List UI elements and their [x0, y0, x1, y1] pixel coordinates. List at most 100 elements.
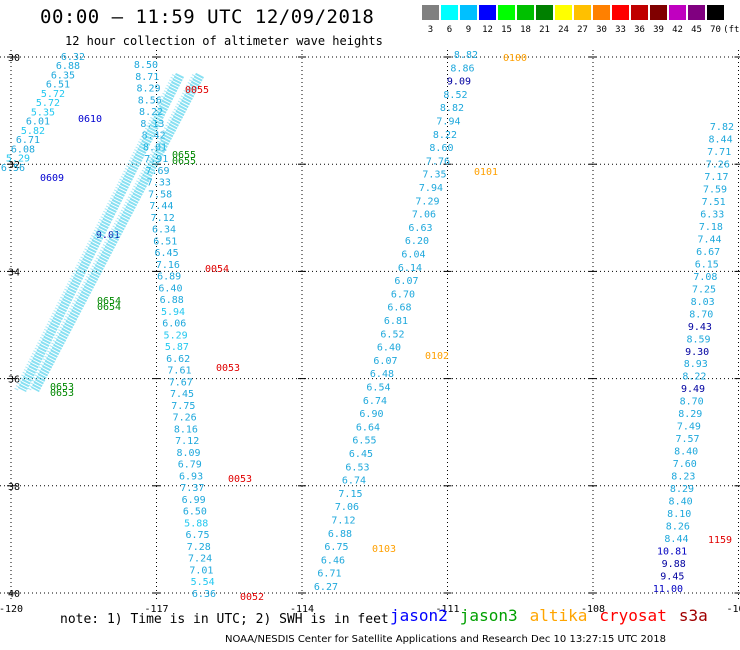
wave-height-value: 7.28	[187, 542, 211, 553]
scale-unit: (ft)	[723, 25, 740, 35]
wave-height-value: 5.94	[161, 307, 185, 318]
wave-height-value: 6.14	[398, 263, 422, 274]
scale-swatch	[460, 5, 477, 20]
wave-height-value: 7.60	[673, 459, 697, 470]
lat-lon-grid	[0, 50, 740, 600]
scale-swatch	[498, 5, 515, 20]
wave-height-value: 8.01	[143, 142, 167, 153]
time-label: 0054	[205, 264, 229, 275]
lon-tick-label: -111	[435, 604, 459, 615]
wave-height-value: 6.63	[408, 223, 432, 234]
wave-height-value: 6.75	[324, 542, 348, 553]
wave-height-value: 6.71	[317, 569, 341, 580]
scale-swatch	[441, 5, 458, 20]
wave-height-value: 8.44	[664, 534, 688, 545]
wave-height-value: 8.56	[138, 95, 162, 106]
scale-swatch	[574, 5, 591, 20]
scale-label: 24	[558, 25, 569, 35]
wave-height-value: 7.45	[170, 389, 194, 400]
legend-item-altika: altika	[529, 606, 588, 625]
lon-tick-label: -117	[144, 604, 168, 615]
scale-label: 9	[465, 25, 472, 35]
time-label: 0102	[425, 351, 449, 362]
scale-label: 6	[446, 25, 453, 35]
wave-height-value: 6.45	[349, 449, 373, 460]
scale-label: 36	[634, 25, 645, 35]
wave-height-value: 5.29	[164, 330, 188, 341]
wave-height-value: 7.18	[699, 222, 723, 233]
wave-height-value: 8.22	[682, 372, 706, 383]
time-label: 0053	[228, 474, 252, 485]
wave-height-value: 5.35	[31, 107, 55, 118]
wave-height-value: 6.64	[356, 422, 380, 433]
wave-height-value: 5.29	[6, 154, 30, 165]
wave-height-value: 6.56	[1, 163, 25, 174]
wave-height-value: 8.16	[174, 424, 198, 435]
wave-height-value: 6.88	[160, 295, 184, 306]
wave-height-value: 6.07	[373, 356, 397, 367]
time-label: 1159	[708, 535, 732, 546]
scale-swatch	[536, 5, 553, 20]
wave-height-value: 6.40	[158, 283, 182, 294]
scale-label: 39	[653, 25, 664, 35]
lat-tick-label: 38	[8, 482, 20, 493]
wave-height-value: 7.24	[188, 554, 212, 565]
wave-height-value: 5.87	[165, 342, 189, 353]
wave-height-value: 7.06	[335, 502, 359, 513]
wave-height-value: 7.44	[149, 201, 173, 212]
wave-height-value: 6.51	[46, 80, 70, 91]
wave-height-value: 6.36	[192, 589, 216, 600]
wave-height-value: 5.88	[184, 518, 208, 529]
time-label: 0103	[372, 544, 396, 555]
wave-height-value: 6.50	[183, 507, 207, 518]
satellite-legend: jason2 jason3 altika cryosat s3a	[390, 606, 720, 625]
wave-height-value: 6.70	[391, 289, 415, 300]
wave-height-value: 7.75	[171, 401, 195, 412]
scale-label: 33	[615, 25, 626, 35]
wave-height-value: 7.61	[167, 366, 191, 377]
lon-tick-label: -105	[726, 604, 740, 615]
wave-height-value: 8.03	[691, 297, 715, 308]
wave-height-value: 7.08	[693, 272, 717, 283]
scale-label: 12	[482, 25, 493, 35]
wave-height-value: 7.01	[189, 565, 213, 576]
wave-height-value: 8.82	[440, 103, 464, 114]
wave-height-value: 9.45	[660, 572, 684, 583]
wave-height-value: 7.69	[146, 166, 170, 177]
legend-item-cryosat: cryosat	[599, 606, 667, 625]
scale-label: 42	[672, 25, 683, 35]
footnote: note: 1) Time is in UTC; 2) SWH is in fe…	[60, 612, 389, 627]
wave-height-value: 9.09	[447, 77, 471, 88]
time-label: 0655	[172, 150, 196, 161]
wave-height-tracks: 8.508.718.298.568.228.138.428.017.917.69…	[1, 50, 734, 600]
scale-swatch	[517, 5, 534, 20]
time-label: 0052	[240, 592, 264, 603]
wave-height-value: 7.44	[698, 234, 722, 245]
wave-height-value: 7.35	[422, 170, 446, 181]
wave-height-value: 8.71	[135, 72, 159, 83]
scale-label: 45	[691, 25, 702, 35]
wave-height-value: 7.94	[436, 117, 460, 128]
wave-height-value: 8.86	[450, 63, 474, 74]
wave-height-value: 7.58	[148, 189, 172, 200]
wave-height-value: 6.33	[700, 209, 724, 220]
lon-tick-label: -108	[581, 604, 605, 615]
wave-height-value: 8.29	[670, 484, 694, 495]
wave-height-value: 8.23	[671, 472, 695, 483]
wave-height-value: 8.22	[433, 130, 457, 141]
wave-height-value: 5.54	[191, 577, 215, 588]
scale-swatch	[631, 5, 648, 20]
scale-label: 70	[710, 25, 721, 35]
wave-height-value: 8.60	[429, 143, 453, 154]
wave-height-value: 6.75	[185, 530, 209, 541]
wave-height-value: 8.93	[684, 359, 708, 370]
wave-height-value: 6.35	[51, 70, 75, 81]
wave-height-value: 7.49	[677, 422, 701, 433]
wave-height-value: 6.08	[11, 144, 35, 155]
wave-height-value: 6.20	[405, 236, 429, 247]
wave-height-value: 8.40	[669, 497, 693, 508]
scale-swatch	[555, 5, 572, 20]
wave-height-value: 6.89	[157, 272, 181, 283]
scale-swatch	[612, 5, 629, 20]
wave-height-value: 7.12	[331, 516, 355, 527]
